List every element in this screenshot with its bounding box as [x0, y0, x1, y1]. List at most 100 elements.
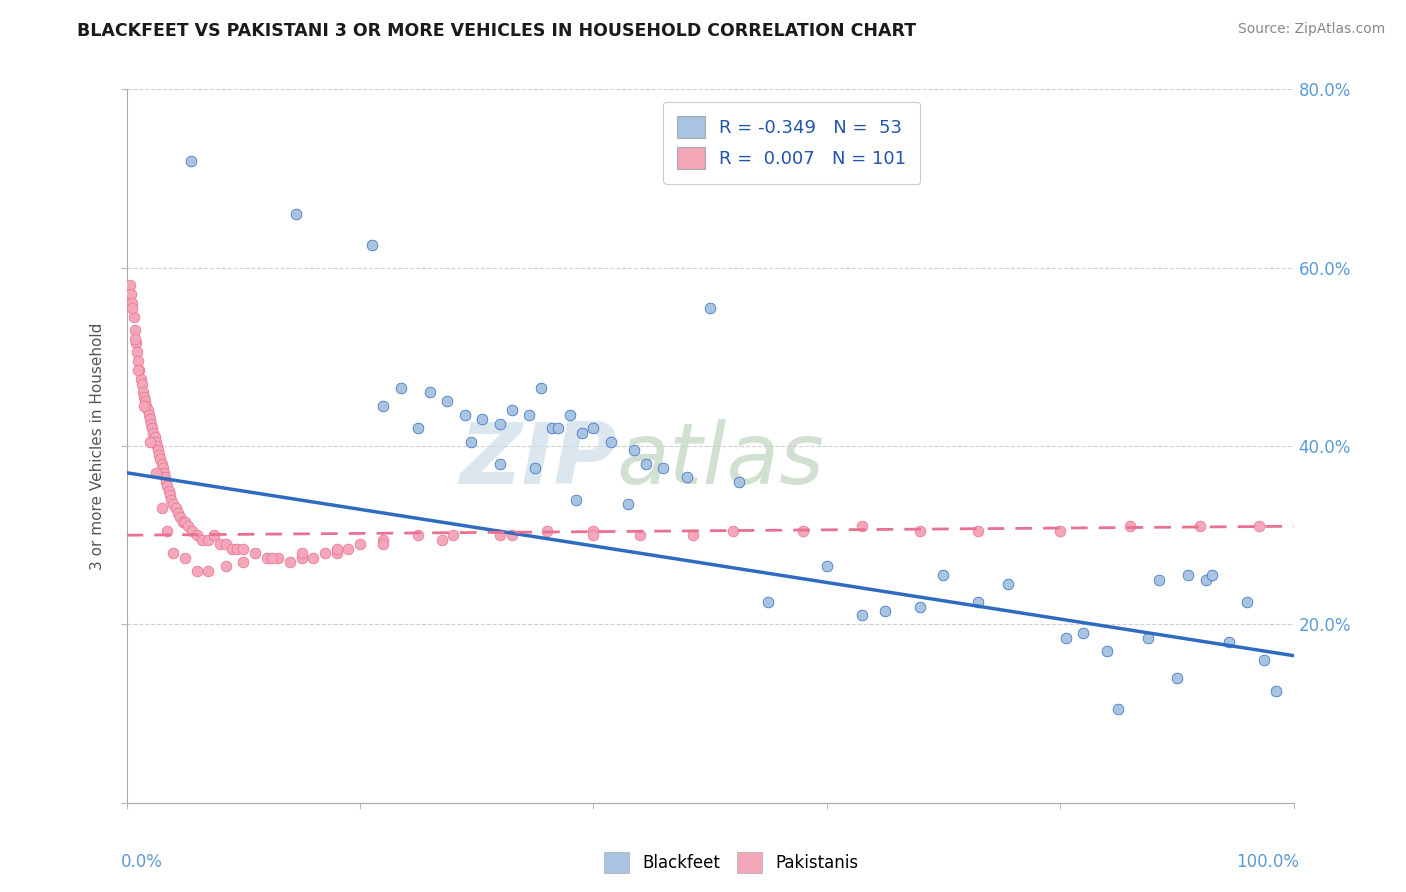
Point: [524, 461, 547, 475]
Point: [145, 466, 167, 480]
Point: [1236, 595, 1258, 609]
Point: [191, 533, 214, 547]
Point: [232, 555, 254, 569]
Point: [1073, 626, 1095, 640]
Point: [278, 555, 301, 569]
Point: [186, 528, 208, 542]
Point: [138, 408, 160, 422]
Point: [617, 497, 640, 511]
Point: [967, 595, 990, 609]
Point: [132, 399, 155, 413]
Point: [558, 408, 581, 422]
Point: [582, 524, 605, 538]
Point: [121, 296, 143, 310]
Point: [162, 497, 184, 511]
Text: 0.0%: 0.0%: [121, 853, 163, 871]
Point: [792, 524, 814, 538]
Point: [325, 546, 347, 560]
Point: [129, 372, 152, 386]
Point: [150, 457, 173, 471]
Point: [547, 421, 569, 435]
Point: [373, 537, 395, 551]
Point: [153, 466, 176, 480]
Point: [373, 533, 395, 547]
Point: [756, 595, 779, 609]
Point: [682, 528, 704, 542]
Point: [436, 394, 458, 409]
Point: [180, 524, 202, 538]
Point: [256, 550, 278, 565]
Point: [167, 506, 190, 520]
Point: [1149, 573, 1171, 587]
Point: [489, 457, 512, 471]
Point: [723, 524, 745, 538]
Point: [155, 475, 177, 489]
Text: Source: ZipAtlas.com: Source: ZipAtlas.com: [1237, 22, 1385, 37]
Point: [541, 421, 564, 435]
Point: [284, 207, 307, 221]
Point: [441, 528, 464, 542]
Point: [290, 550, 312, 565]
Point: [267, 550, 290, 565]
Point: [186, 564, 208, 578]
Point: [349, 537, 371, 551]
Point: [132, 385, 155, 400]
Point: [501, 528, 523, 542]
Point: [1136, 631, 1159, 645]
Point: [215, 537, 238, 551]
Point: [139, 417, 162, 431]
Point: [172, 515, 194, 529]
Point: [582, 528, 605, 542]
Point: [221, 541, 243, 556]
Point: [454, 408, 477, 422]
Point: [202, 528, 225, 542]
Point: [419, 385, 441, 400]
Point: [530, 381, 553, 395]
Point: [1177, 568, 1199, 582]
Point: [675, 470, 697, 484]
Point: [131, 376, 153, 391]
Point: [226, 541, 249, 556]
Point: [122, 310, 145, 324]
Point: [875, 604, 897, 618]
Legend: R = -0.349   N =  53, R =  0.007   N = 101: R = -0.349 N = 53, R = 0.007 N = 101: [664, 102, 921, 184]
Point: [127, 354, 149, 368]
Text: 100.0%: 100.0%: [1236, 853, 1299, 871]
Point: [1166, 671, 1188, 685]
Point: [1049, 524, 1071, 538]
Point: [628, 528, 651, 542]
Point: [389, 381, 412, 395]
Point: [125, 345, 148, 359]
Point: [141, 421, 163, 435]
Point: [325, 541, 347, 556]
Point: [517, 408, 540, 422]
Point: [314, 546, 336, 560]
Point: [1218, 635, 1240, 649]
Point: [430, 533, 453, 547]
Point: [149, 452, 172, 467]
Point: [501, 403, 523, 417]
Point: [1265, 684, 1288, 698]
Point: [125, 336, 148, 351]
Point: [1189, 519, 1212, 533]
Point: [851, 608, 873, 623]
Point: [565, 492, 588, 507]
Point: [120, 287, 142, 301]
Point: [139, 412, 162, 426]
Point: [215, 559, 238, 574]
Point: [262, 550, 284, 565]
Point: [232, 541, 254, 556]
Point: [652, 461, 675, 475]
Point: [1195, 573, 1218, 587]
Text: BLACKFEET VS PAKISTANI 3 OR MORE VEHICLES IN HOUSEHOLD CORRELATION CHART: BLACKFEET VS PAKISTANI 3 OR MORE VEHICLE…: [77, 22, 917, 40]
Point: [136, 403, 159, 417]
Point: [132, 390, 155, 404]
Point: [153, 470, 176, 484]
Point: [932, 568, 955, 582]
Point: [1119, 519, 1142, 533]
Point: [634, 457, 657, 471]
Point: [159, 488, 181, 502]
Point: [1108, 702, 1130, 716]
Point: [160, 492, 183, 507]
Point: [360, 238, 382, 252]
